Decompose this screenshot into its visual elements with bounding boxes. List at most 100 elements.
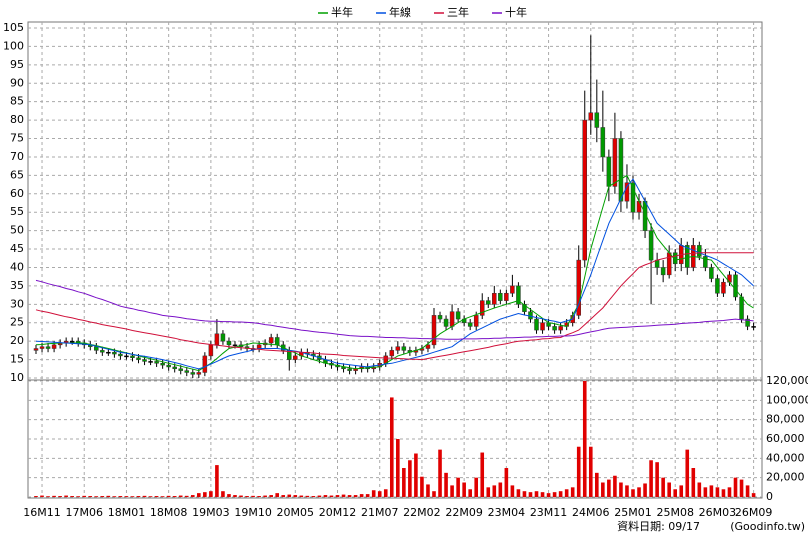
volume-bar	[745, 485, 750, 497]
y2-tick-label: 60,000	[766, 432, 805, 445]
volume-bar	[703, 487, 708, 497]
y-tick-label: 90	[10, 76, 24, 89]
y-tick-label: 70	[10, 150, 24, 163]
volume-bar	[613, 475, 617, 497]
volume-bar	[148, 496, 153, 497]
volume-bar	[227, 494, 231, 497]
volume-bar	[233, 495, 237, 497]
y2-tick-label: 40,000	[766, 451, 805, 464]
volume-bar	[534, 491, 539, 497]
volume-bar	[426, 484, 430, 497]
candle-body	[576, 259, 581, 316]
candle-body	[600, 127, 606, 158]
y-tick-label: 60	[10, 187, 24, 200]
candle-body	[455, 311, 461, 320]
legend: 半年 年線 三年 十年	[318, 5, 527, 19]
candle-body	[389, 350, 395, 357]
candle-body	[256, 344, 262, 349]
candle-body	[697, 245, 702, 257]
volume-bar	[269, 495, 273, 497]
volume-bar	[281, 495, 286, 497]
ma-line	[35, 174, 754, 372]
candle-body	[425, 344, 431, 349]
candle-body	[51, 344, 57, 349]
candle-body	[492, 293, 497, 305]
volume-bar	[733, 477, 738, 497]
volume-bar	[721, 489, 726, 497]
candle-body	[106, 351, 111, 354]
candle-body	[395, 346, 401, 351]
ma-line	[35, 279, 754, 340]
candle-body	[184, 370, 190, 373]
candle-body	[648, 230, 654, 261]
y-tick-label: 40	[10, 260, 24, 273]
volume-bar	[197, 493, 201, 497]
volume-bar	[166, 495, 171, 497]
volume-bar	[299, 495, 304, 497]
volume-bar	[124, 496, 129, 497]
volume-bar	[317, 495, 322, 497]
volume-bar	[287, 494, 292, 497]
volume-bar	[709, 485, 714, 497]
volume-bar	[239, 495, 243, 497]
volume-bar	[311, 496, 316, 497]
volume-bar	[130, 496, 135, 497]
candle-body	[516, 285, 521, 305]
candle-body	[751, 326, 756, 328]
volume-bar	[184, 495, 189, 497]
volume-bar	[190, 495, 195, 497]
volume-bar	[480, 452, 485, 497]
candle-body	[449, 311, 455, 327]
volume-bar	[251, 495, 255, 497]
x-tick-label: 23M04	[488, 506, 526, 519]
candle-body	[552, 326, 557, 331]
volume-bar	[88, 496, 93, 497]
volume-bar	[576, 446, 581, 497]
candle-body	[39, 346, 45, 349]
ma-line	[35, 252, 754, 361]
volume-bar	[408, 460, 412, 497]
candle-body	[431, 315, 437, 346]
volume-bar	[432, 491, 436, 497]
source-date: 資料日期: 09/17	[617, 519, 700, 533]
volume-bar	[52, 495, 56, 497]
volume-bar	[402, 468, 406, 497]
candle-body	[293, 355, 298, 360]
volume-bar	[389, 397, 394, 497]
volume-bar	[468, 489, 472, 497]
candle-body	[274, 337, 280, 346]
volume-bar	[444, 472, 448, 497]
volume-bar	[570, 487, 575, 497]
volume-bar	[564, 489, 569, 497]
candle-body	[588, 112, 594, 121]
candle-body	[226, 340, 232, 346]
volume-bar	[667, 482, 671, 497]
volume-bar	[160, 496, 165, 497]
volume-bar	[673, 489, 678, 497]
volume-bar	[323, 495, 328, 497]
y-tick-label: 35	[10, 279, 24, 292]
volume-bar	[221, 491, 225, 497]
candle-body	[401, 346, 407, 351]
y-tick-label: 45	[10, 242, 24, 255]
y-tick-label: 65	[10, 168, 24, 181]
volume-bar	[293, 495, 298, 497]
candle-body	[534, 318, 539, 331]
volume-bar	[396, 439, 400, 497]
volume-bar	[34, 496, 38, 497]
x-tick-label: 19M10	[234, 506, 272, 519]
volume-bar	[456, 477, 460, 497]
volume-bar	[486, 487, 491, 497]
volume-bar	[136, 496, 141, 497]
volume-bar	[631, 489, 635, 497]
x-tick-label: 20M05	[277, 506, 315, 519]
legend-label: 三年	[447, 5, 469, 19]
volume-bar	[516, 489, 521, 497]
volume-bar	[335, 495, 340, 497]
volume-bar	[619, 482, 623, 497]
volume-bar	[546, 493, 551, 497]
legend-label: 半年	[331, 5, 353, 19]
volume-bar	[359, 494, 364, 497]
candle-body	[124, 355, 129, 358]
volume-bar	[582, 381, 587, 497]
